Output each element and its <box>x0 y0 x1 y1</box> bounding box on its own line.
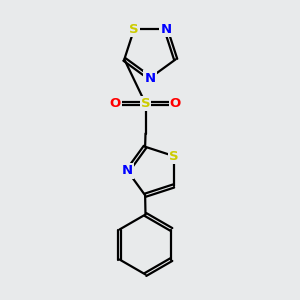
Text: N: N <box>122 164 133 178</box>
Text: S: S <box>129 23 139 36</box>
Text: O: O <box>110 97 121 110</box>
Text: N: N <box>144 71 156 85</box>
Text: O: O <box>170 97 181 110</box>
Text: S: S <box>169 149 178 163</box>
Text: N: N <box>160 23 171 36</box>
Text: S: S <box>141 97 150 110</box>
